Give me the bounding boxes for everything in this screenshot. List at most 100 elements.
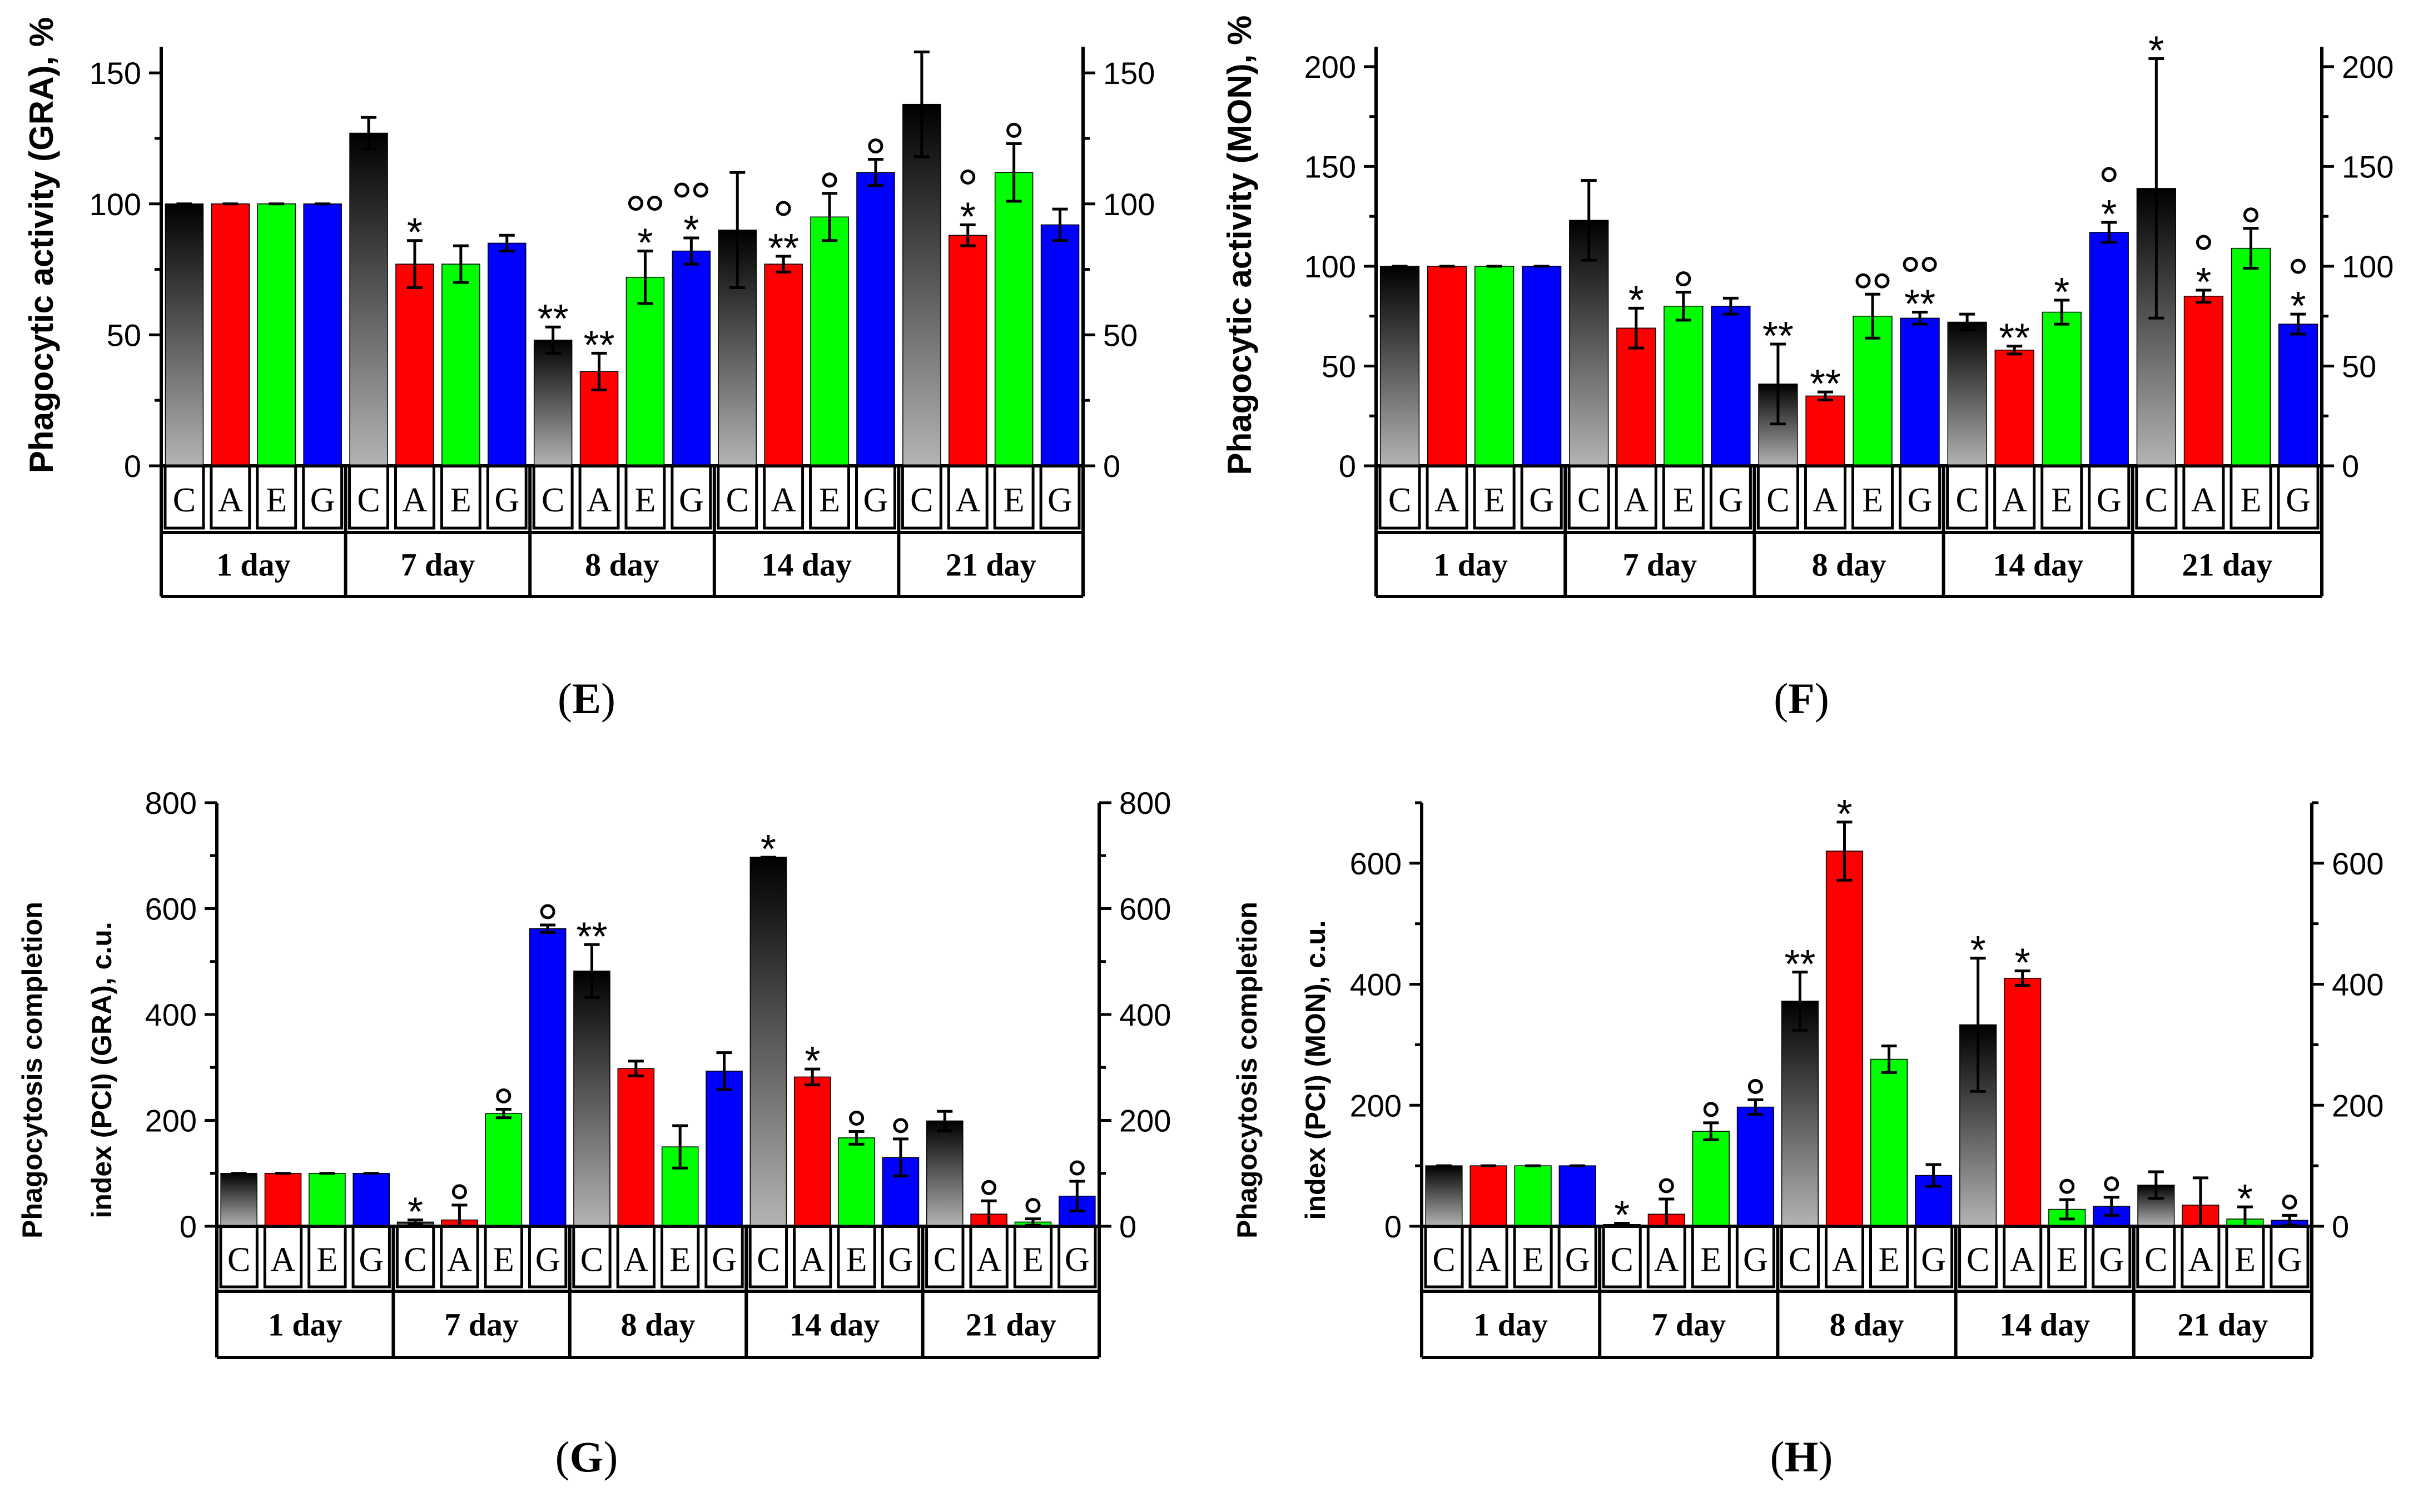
category-label: C (1967, 1241, 1989, 1279)
category-label: G (2286, 481, 2311, 519)
category-label: A (2002, 481, 2027, 519)
significance-star: ** (584, 323, 615, 367)
category-cell (809, 464, 850, 530)
category-cell (2181, 1225, 2221, 1289)
significance-circle (960, 169, 976, 185)
category-label: E (1700, 1241, 1721, 1279)
bar-1day-A (1427, 266, 1467, 466)
bar-1day-E (1514, 1165, 1552, 1227)
significance-circle (776, 201, 791, 216)
bar-7day-A (395, 263, 434, 466)
group-label: 8 day (1812, 547, 1886, 583)
category-label: G (2277, 1241, 2302, 1279)
y-tick-label-left: 0 (124, 449, 141, 484)
category-cell (1057, 1225, 1097, 1289)
significance-star: * (1836, 792, 1852, 837)
category-cell (1993, 464, 2036, 530)
group-label: 21 day (966, 1307, 1056, 1343)
y-tick-label-left: 400 (1350, 967, 1402, 1002)
significance-star: * (1628, 278, 1644, 322)
category-cell (1513, 1225, 1553, 1289)
category-cell (1709, 464, 1752, 530)
significance-circle (628, 196, 643, 211)
y-tick-label-right: 0 (2332, 1209, 2349, 1244)
category-cell (1424, 1225, 1464, 1289)
category-label: E (1004, 481, 1025, 519)
bar-21day-C (926, 1120, 964, 1227)
y-tick-label-right: 200 (2342, 49, 2394, 84)
category-label: G (1047, 481, 1073, 519)
significance-star: ** (1784, 942, 1815, 987)
category-cell (993, 464, 1035, 530)
chart-panel-G: 0 0 200 200 400 400 600 600 800 800 Phagocytosis c… (17, 785, 1171, 1481)
bar-21day-G (1040, 224, 1080, 466)
y-tick-label-right: 200 (2332, 1088, 2384, 1123)
bar-7day-G (1711, 306, 1751, 466)
significance-star: * (2148, 29, 2164, 73)
category-label: C (1577, 481, 1600, 519)
category-label: G (712, 1241, 737, 1279)
y-tick-label-left: 400 (145, 997, 197, 1032)
significance-star: ** (576, 914, 607, 959)
y-tick-label-right: 150 (1103, 56, 1155, 91)
category-label: G (1908, 481, 1933, 519)
category-label: C (2145, 481, 2168, 519)
bar-7day-G (529, 928, 567, 1227)
category-cell (219, 1225, 259, 1289)
y-tick-label-left: 800 (145, 785, 197, 820)
category-label: C (1789, 1241, 1811, 1279)
category-label: E (316, 1241, 337, 1279)
category-label: E (819, 481, 840, 519)
category-label: C (726, 481, 749, 519)
y-tick-label-left: 100 (90, 187, 141, 222)
category-cell (1662, 464, 1705, 530)
bar-1day-E (309, 1173, 346, 1227)
y-tick-label-right: 400 (1119, 997, 1171, 1032)
y-tick-label-right: 0 (2342, 449, 2359, 484)
bar-1day-G (1558, 1165, 1596, 1227)
y-tick-label-left: 50 (1322, 349, 1356, 384)
category-label: G (1565, 1241, 1590, 1279)
y-tick-label-right: 600 (1119, 892, 1171, 927)
bar-14day-E (2042, 311, 2082, 466)
bar-7day-E (441, 263, 480, 466)
category-label: G (1065, 1241, 1090, 1279)
category-cell (1756, 464, 1799, 530)
significance-circle (2282, 1194, 2297, 1210)
category-cell (528, 1225, 568, 1289)
group-label: 1 day (1473, 1307, 1548, 1343)
category-label: G (2099, 1241, 2124, 1279)
significance-circle (893, 1118, 908, 1133)
significance-circle (2196, 235, 2211, 250)
category-cell (394, 464, 435, 530)
category-cell (263, 1225, 303, 1289)
bar-1day-C (1379, 266, 1420, 466)
group-label: 1 day (216, 547, 291, 583)
category-cell (947, 464, 989, 530)
category-cell (624, 464, 666, 530)
category-cell (302, 464, 344, 530)
category-label: G (310, 481, 335, 519)
y-tick-label-left: 600 (145, 892, 197, 927)
significance-circle (2101, 167, 2117, 182)
category-cell (351, 1225, 391, 1289)
significance-star: * (1614, 1193, 1630, 1238)
category-label: G (535, 1241, 560, 1279)
bar-1day-C (220, 1173, 257, 1227)
significance-circle (2290, 258, 2306, 274)
category-cell (661, 1225, 700, 1289)
category-label: A (771, 481, 796, 519)
category-cell (969, 1225, 1009, 1289)
significance-circle (2059, 1178, 2075, 1194)
category-cell (256, 464, 297, 530)
significance-star: * (960, 195, 976, 239)
significance-circle (1855, 273, 1871, 289)
bar-7day-E (1664, 306, 1704, 466)
category-cell (855, 464, 896, 530)
category-cell (1946, 464, 1989, 530)
y-tick-label-left: 150 (1304, 149, 1356, 184)
category-label: E (1673, 481, 1694, 519)
y-tick-label-left: 0 (180, 1209, 197, 1244)
category-cell (2277, 464, 2320, 530)
significance-circle (981, 1180, 997, 1195)
